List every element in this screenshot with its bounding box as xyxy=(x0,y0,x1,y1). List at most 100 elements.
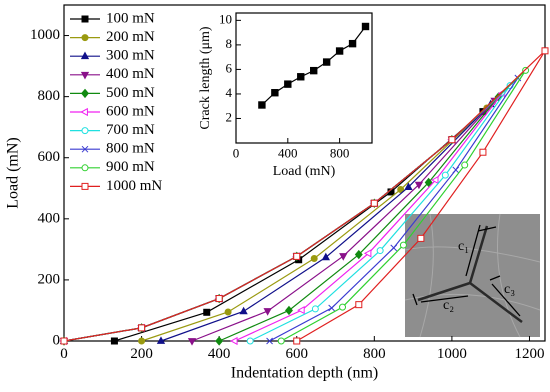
marker xyxy=(321,252,330,261)
marker xyxy=(215,336,224,346)
marker xyxy=(339,303,347,311)
y-tick-label: 4 xyxy=(226,85,233,100)
marker xyxy=(246,337,254,345)
plot-frame xyxy=(235,12,373,144)
marker xyxy=(417,234,425,242)
marker xyxy=(138,337,146,345)
marker xyxy=(310,255,318,263)
y-tick-label: 0 xyxy=(53,332,61,348)
legend-marker xyxy=(81,164,89,172)
marker xyxy=(297,306,305,315)
marker xyxy=(110,337,118,345)
marker xyxy=(266,337,273,345)
x-tick-label: 800 xyxy=(330,146,350,161)
y-axis-label: Crack length (μm) xyxy=(198,26,213,129)
marker xyxy=(355,301,363,309)
legend-label: 300 mN xyxy=(106,48,155,64)
marker xyxy=(187,338,197,346)
legend-marker xyxy=(81,88,89,99)
legend-label: 400 mN xyxy=(106,66,155,82)
marker xyxy=(397,185,405,193)
x-tick-label: 800 xyxy=(363,346,386,362)
marker xyxy=(156,336,166,344)
marker xyxy=(424,177,433,188)
marker xyxy=(390,244,398,252)
marker xyxy=(348,39,357,48)
x-tick-label: 0 xyxy=(233,146,240,161)
marker xyxy=(271,89,279,97)
x-axis-label: Indentation depth (nm) xyxy=(231,365,379,382)
measure-lines xyxy=(412,224,521,317)
marker xyxy=(414,181,424,190)
y-tick-label: 800 xyxy=(38,88,61,104)
marker xyxy=(297,73,305,81)
marker xyxy=(230,336,238,346)
legend-marker xyxy=(80,51,90,60)
marker xyxy=(335,47,344,55)
marker xyxy=(339,253,348,261)
x-axis-label: Load (mN) xyxy=(273,164,336,179)
y-tick-label: 8 xyxy=(226,36,233,51)
cracks xyxy=(417,225,523,323)
marker xyxy=(328,304,336,312)
marker xyxy=(138,324,146,332)
y-tick-label: 6 xyxy=(226,60,233,75)
x-tick-label: 200 xyxy=(130,346,153,362)
y-axis-label: Load (mN) xyxy=(5,137,22,209)
x-tick-label: 1000 xyxy=(437,346,467,362)
y-tick-label: 2 xyxy=(226,109,233,124)
x-tick-label: 400 xyxy=(208,346,231,362)
micrograph-label: c₃ xyxy=(504,282,515,297)
marker xyxy=(370,199,378,207)
micrograph-label: c₁ xyxy=(458,239,469,254)
marker xyxy=(293,252,301,260)
legend-marker xyxy=(81,127,89,135)
legend-label: 600 mN xyxy=(106,103,155,119)
marker xyxy=(310,66,318,75)
micrograph xyxy=(404,213,541,338)
marker xyxy=(285,305,293,316)
y-tick-label: 10 xyxy=(219,11,232,26)
legend-label: 100 mN xyxy=(106,10,155,26)
legend-marker xyxy=(80,71,90,80)
legend-label: 900 mN xyxy=(106,159,155,175)
marker xyxy=(258,101,266,109)
marker xyxy=(452,166,460,174)
surface-texture xyxy=(404,213,541,338)
legend-marker xyxy=(81,34,89,42)
marker xyxy=(461,161,469,169)
legend-label: 1000 mN xyxy=(106,178,162,194)
x-tick-label: 400 xyxy=(278,146,298,161)
marker xyxy=(215,295,223,303)
marker xyxy=(479,148,487,156)
marker xyxy=(363,249,372,258)
legend-label: 800 mN xyxy=(106,141,155,157)
marker xyxy=(361,22,370,31)
marker xyxy=(277,337,285,345)
marker xyxy=(322,58,331,66)
marker xyxy=(541,47,549,55)
marker xyxy=(224,308,232,316)
marker xyxy=(376,247,384,255)
plot-frame xyxy=(63,4,546,342)
legend-marker xyxy=(81,145,89,153)
marker xyxy=(448,136,456,144)
legend-label: 700 mN xyxy=(106,122,155,138)
y-tick-label: 1000 xyxy=(30,27,60,43)
marker xyxy=(284,80,292,88)
marker xyxy=(404,182,413,190)
marker xyxy=(293,337,301,345)
marker xyxy=(354,249,363,260)
legend-marker xyxy=(80,107,88,117)
marker xyxy=(399,241,407,249)
marker xyxy=(203,308,211,316)
legend-label: 200 mN xyxy=(106,29,155,45)
legend-marker xyxy=(81,15,89,23)
y-tick-label: 400 xyxy=(38,210,61,226)
legend-marker xyxy=(81,182,89,190)
y-tick-label: 200 xyxy=(38,271,61,287)
x-tick-label: 0 xyxy=(60,346,68,362)
x-tick-label: 1200 xyxy=(514,346,544,362)
marker xyxy=(60,337,68,345)
